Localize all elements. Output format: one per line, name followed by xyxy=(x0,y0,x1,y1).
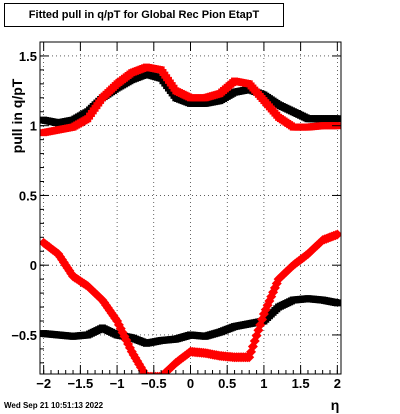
x-tick-label: 0.5 xyxy=(218,376,236,391)
series-2 xyxy=(40,295,341,347)
y-axis-title: pull in q/pT xyxy=(9,78,25,153)
x-tick-label: 0 xyxy=(187,376,194,391)
x-tick-label: 1.5 xyxy=(292,376,310,391)
data-point xyxy=(333,115,341,123)
y-tick-label: 1.5 xyxy=(19,49,37,64)
tick-labels: −2 −1.5 −1 −0.5 0 0.5 1 1.5 2 −0.5 0 0.5 1 1.5 xyxy=(11,49,341,391)
x-tick-label: 2 xyxy=(334,376,341,391)
series-3 xyxy=(40,229,341,374)
data-point xyxy=(332,229,341,240)
data-points xyxy=(40,63,341,374)
chart-title: Fitted pull in q/pT for Global Rec Pion … xyxy=(4,3,284,27)
y-tick-label: 0 xyxy=(30,258,37,273)
timestamp: Wed Sep 21 10:51:13 2022 xyxy=(4,401,104,410)
series-1 xyxy=(40,63,341,137)
x-tick-label: −2 xyxy=(36,376,51,391)
plot-frame xyxy=(39,41,342,375)
x-tick-label: −1.5 xyxy=(68,376,94,391)
x-tick-label: −0.5 xyxy=(141,376,167,391)
data-point xyxy=(333,299,341,307)
x-tick-label: −1 xyxy=(110,376,125,391)
x-tick-label: 1 xyxy=(260,376,267,391)
grid xyxy=(40,42,341,374)
axis-ticks xyxy=(40,41,341,374)
y-tick-label: 0.5 xyxy=(19,188,37,203)
y-tick-label: 1 xyxy=(30,119,37,134)
x-axis-title: η xyxy=(331,397,340,413)
y-tick-label: −0.5 xyxy=(11,328,37,343)
data-point xyxy=(119,331,130,342)
